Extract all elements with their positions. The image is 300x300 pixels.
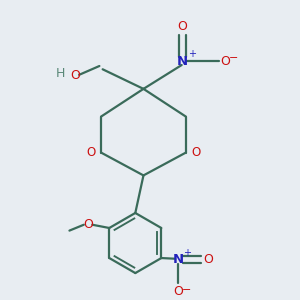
Text: N: N bbox=[177, 55, 188, 68]
Text: O: O bbox=[203, 253, 213, 266]
Text: H: H bbox=[56, 67, 65, 80]
Text: −: − bbox=[229, 53, 239, 63]
Text: O: O bbox=[70, 69, 80, 82]
Text: −: − bbox=[182, 285, 191, 295]
Text: O: O bbox=[83, 218, 93, 231]
Text: +: + bbox=[188, 49, 196, 59]
Text: +: + bbox=[184, 248, 191, 258]
Text: O: O bbox=[178, 20, 188, 33]
Text: O: O bbox=[220, 55, 230, 68]
Text: N: N bbox=[173, 253, 184, 266]
Text: O: O bbox=[87, 146, 96, 159]
Text: O: O bbox=[173, 285, 183, 298]
Text: O: O bbox=[191, 146, 200, 159]
